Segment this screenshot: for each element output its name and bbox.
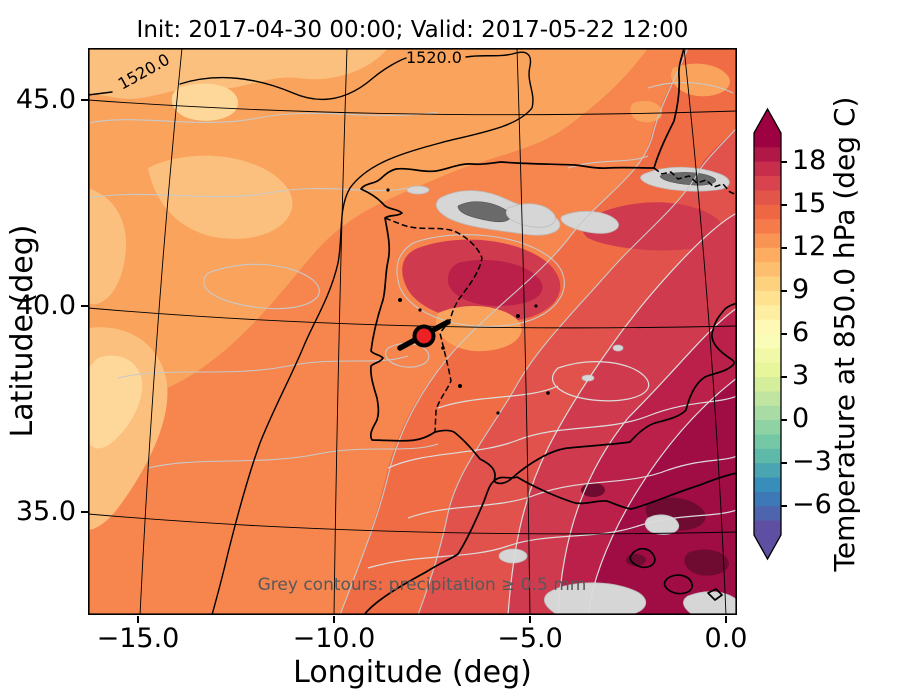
colorbar-tick-label: 18 [792,145,827,176]
colorbar-tick-label: −3 [792,446,832,477]
colorbar-tick-mark [781,419,787,421]
graticule [88,48,737,615]
colorbar-extend-arrow-top [754,109,781,133]
x-tick-label: −15.0 [96,623,180,654]
colorbar-tick-label: 9 [792,274,810,305]
y-axis-label: Latitude (deg) [5,224,40,438]
precipitation-fill-patches [406,166,737,615]
colorbar-tick-label: 3 [792,360,810,391]
france-spain-border [653,167,737,196]
map-plot-area: 1520.0 1520.0 Grey contours: precipitati… [88,48,737,615]
colorbar-tick-mark [781,376,787,378]
x-axis-label: Longitude (deg) [293,655,532,690]
x-tick-mark [529,616,531,623]
colorbar-tick-label: −6 [792,489,832,520]
colorbar-tick-label: 0 [792,403,810,434]
x-tick-label: −5.0 [497,623,563,654]
coastlines [360,48,737,615]
colorbar-axis-label: Temperature at 850.0 hPa (deg C) [828,96,861,572]
salt-lake-outline [663,574,693,595]
contour-label-1520-top: 1520.0 [406,48,462,67]
colorbar-outline [753,107,782,561]
france-coastline [653,48,685,169]
y-tick-label: 35.0 [15,496,76,527]
colorbar-tick-label: 6 [792,317,810,348]
y-tick-mark [81,511,88,513]
x-tick-mark [137,616,139,623]
y-tick-mark [81,305,88,307]
colorbar-tick-label: 12 [792,231,827,262]
y-tick-mark [81,99,88,101]
y-tick-label: 45.0 [15,84,76,115]
salt-lake-outline [707,588,723,601]
x-tick-label: −10.0 [292,623,376,654]
salt-lake-outline [629,547,656,569]
portugal-spain-border [384,217,483,433]
colorbar-tick-mark [781,161,787,163]
x-tick-label: 0.0 [704,623,748,654]
station-marker-dot [412,324,436,348]
colorbar-extend-arrow-bottom [754,535,781,559]
colorbar [753,107,782,561]
colorbar-tick-mark [781,290,787,292]
colorbar-bands [754,133,781,536]
colorbar-tick-mark [781,462,787,464]
precipitation-contour-lines [88,48,737,615]
x-tick-mark [725,616,727,623]
x-tick-mark [333,616,335,623]
africa-coastline [363,472,737,615]
y-tick-label: 40.0 [15,290,76,321]
iberia-coastline [360,161,737,485]
station-marker [397,319,451,351]
colorbar-tick-mark [781,204,787,206]
precipitation-note: Grey contours: precipitation ≥ 0.5 mm [258,575,587,595]
temperature-field [88,48,737,615]
plot-frame [88,48,737,615]
colorbar-tick-label: 15 [792,188,827,219]
colorbar-tick-mark [781,333,787,335]
plot-title: Init: 2017-04-30 00:00; Valid: 2017-05-2… [136,17,689,43]
colorbar-tick-mark [781,247,787,249]
colorbar-tick-mark [781,505,787,507]
